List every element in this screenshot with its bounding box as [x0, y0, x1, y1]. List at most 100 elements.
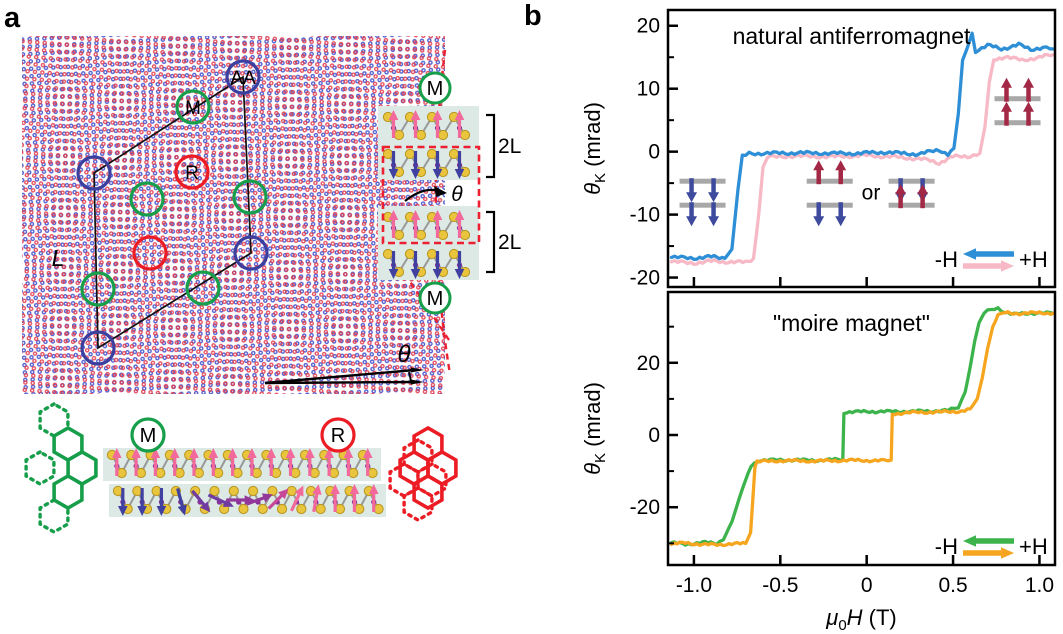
- bottom-chart: 20 0 -20 -1.0 -0.5 0 0.5 1.0 θK (mrad) μ0H (T) "mo…: [580, 290, 1057, 634]
- m-stacking-hexagons: [24, 402, 98, 534]
- curve-pos-sweep: [669, 52, 1055, 266]
- stack-layer-2: [382, 148, 471, 179]
- curve-pos-sweep: [669, 310, 1055, 548]
- bilayer-2l-label-bottom: 2L: [498, 231, 521, 254]
- bilayer-bottom-layer: [112, 484, 384, 516]
- r-site-circle: [132, 235, 168, 271]
- m-site-circle: M: [175, 89, 211, 125]
- spin-arrow: [246, 493, 273, 506]
- legend-neg-label: -H: [935, 247, 958, 272]
- spin-arrow: [267, 488, 289, 510]
- bottom-r-label: R: [331, 425, 345, 447]
- aa-site-circle: [233, 235, 269, 271]
- stack-m-bottom-label: M: [427, 288, 444, 310]
- spin-arrow: [343, 448, 354, 476]
- spin-state-icon-down-up: [888, 178, 935, 209]
- aa-site-circle: [76, 155, 112, 191]
- spin-arrow: [410, 210, 421, 238]
- x-tick-label: -1.0: [676, 574, 712, 597]
- spin-arrow: [362, 448, 373, 476]
- y-tick-label: -20: [630, 267, 660, 290]
- spin-arrow: [290, 485, 304, 512]
- twist-arrow-2: [264, 367, 424, 385]
- spin-arrow: [454, 151, 465, 179]
- spin-arrow: [137, 488, 147, 516]
- spin-arrow: [388, 251, 399, 279]
- aa-site-circle: AA: [225, 59, 261, 95]
- x-tick-label: 0.5: [938, 574, 967, 597]
- spin-arrow: [349, 484, 360, 512]
- spin-arrow: [410, 110, 421, 138]
- chart-title: natural antiferromagnet: [733, 23, 971, 49]
- chart-title: "moire magnet": [773, 310, 930, 336]
- y-axis-label: θK (mrad): [580, 382, 609, 475]
- spin-arrow: [388, 151, 399, 179]
- curve-neg-sweep: [669, 306, 1055, 547]
- x-axis-label: μ0H (T): [825, 605, 897, 634]
- m-site-circle-label: M: [185, 98, 201, 119]
- m-site-circle: [185, 270, 221, 306]
- panel-b-label: b: [524, 0, 542, 32]
- r-stacking-hexagons: [388, 425, 458, 522]
- y-tick-label: -10: [630, 204, 660, 227]
- spin-arrow: [368, 484, 379, 512]
- legend-pos-arrow: [963, 547, 1014, 559]
- curve-neg-sweep: [669, 31, 1055, 261]
- spin-state-icon-up-up: [994, 77, 1041, 126]
- moire-unit-cell: [93, 75, 252, 350]
- plot-frame: [666, 8, 1057, 289]
- stack-twist-label: θ: [451, 183, 463, 206]
- spin-arrow: [432, 210, 443, 238]
- legend-neg-arrow: [963, 535, 1014, 547]
- spin-state-icon-up-down: [806, 160, 853, 227]
- bilayer-top-layer: [106, 448, 378, 479]
- stack-m-circles: MM: [418, 71, 452, 315]
- moire-length-label: L: [52, 245, 65, 271]
- y-tick-label: 0: [648, 141, 660, 164]
- m-site-circle: [232, 179, 268, 215]
- spin-arrow: [131, 448, 141, 476]
- spin-arrow: [330, 484, 340, 512]
- stack-layer-3: [382, 210, 471, 241]
- spin-arrow: [156, 488, 167, 516]
- aa-site-circle-label: AA: [230, 68, 256, 89]
- bracket-2l-bottom: [486, 210, 496, 274]
- y-tick-label: 0: [648, 424, 660, 447]
- legend-pos-label: +H: [1019, 247, 1048, 272]
- spin-arrow: [266, 448, 277, 476]
- spin-arrow: [169, 448, 180, 476]
- y-axis-label: θK (mrad): [580, 102, 609, 195]
- legend-pos-label: +H: [1019, 534, 1048, 559]
- top-chart: 20 10 0 -10 -20 θK (mrad) natural antiferromag…: [580, 8, 1057, 290]
- spin-arrow: [176, 487, 187, 516]
- x-tick-label: -0.5: [762, 574, 798, 597]
- twist-arrow-1: [264, 379, 424, 385]
- bracket-2l-top: [486, 113, 496, 179]
- stack-layer-4: [382, 248, 471, 279]
- twist-interface-box: [381, 145, 481, 245]
- legend-pos-arrow: [963, 260, 1014, 272]
- spin-arrow: [191, 489, 211, 513]
- x-tick-label: 1.0: [1025, 574, 1054, 597]
- spin-arrow: [324, 448, 334, 476]
- y-tick-label: -20: [630, 496, 660, 519]
- spin-arrow: [454, 210, 465, 238]
- y-tick-label: 20: [637, 352, 660, 375]
- bottom-m-label: M: [140, 425, 157, 447]
- or-label: or: [862, 181, 881, 204]
- m-site-circle: [80, 271, 116, 307]
- m-site-circle: [129, 181, 165, 217]
- spin-arrow: [189, 448, 199, 476]
- spin-arrow: [432, 251, 443, 279]
- spin-arrow: [312, 484, 322, 513]
- spin-arrow: [208, 448, 219, 476]
- aa-site-circle: [80, 330, 116, 366]
- spin-arrow: [410, 151, 421, 179]
- spin-arrow: [247, 448, 257, 476]
- y-tick-label: 10: [637, 78, 660, 101]
- spin-arrow: [432, 110, 443, 138]
- legend-neg-label: -H: [935, 534, 958, 559]
